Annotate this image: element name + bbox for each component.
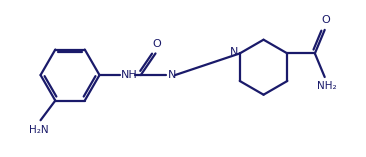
Text: O: O xyxy=(321,15,330,25)
Text: N: N xyxy=(168,70,177,80)
Text: NH: NH xyxy=(121,70,138,80)
Text: H₂N: H₂N xyxy=(29,125,48,135)
Text: O: O xyxy=(152,38,161,49)
Text: N: N xyxy=(229,47,238,57)
Text: NH₂: NH₂ xyxy=(317,81,336,91)
